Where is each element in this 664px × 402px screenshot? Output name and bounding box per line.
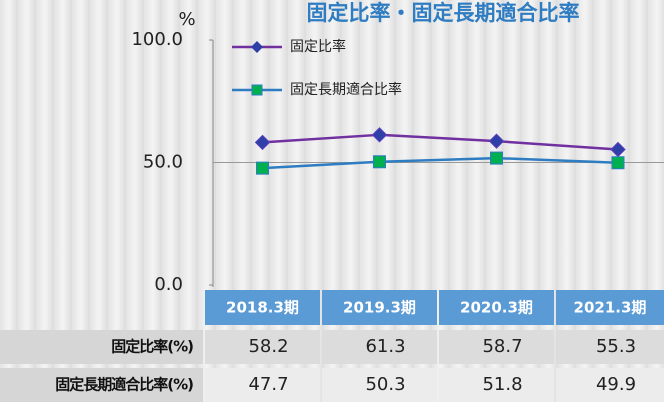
x-tick-label: 2021.3期 [574,299,647,317]
table-header-cell [322,290,437,325]
table-cell [205,330,320,364]
table-value: 50.3 [365,374,405,395]
y-axis-label: % [178,9,195,30]
table-header-cell [439,290,554,325]
table-value: 47.7 [248,374,288,395]
data-point [490,151,503,165]
data-point [371,127,388,143]
x-tick-label: 2020.3期 [460,299,533,317]
table-cell [556,368,664,402]
data-point [611,156,625,170]
table-value: 51.8 [482,374,522,395]
table-row-label: 固定比率(%) [111,338,193,356]
table-cell [439,368,554,402]
chart-title: 固定比率・固定長期適合比率 [307,1,580,25]
table-cell [439,330,554,364]
table-value: 61.3 [365,336,405,357]
table-cell [322,330,437,364]
x-tick-label: 2018.3期 [226,299,299,317]
legend-marker [251,84,263,96]
table-row-label: 固定長期適合比率(%) [55,376,193,394]
table-value: 55.3 [596,336,636,357]
y-tick-label: 0.0 [154,274,183,295]
data-point [488,133,505,149]
table-cell [556,330,664,364]
series-line [262,156,619,170]
data-point [373,155,386,169]
table-header-cell [556,290,664,325]
legend-label: 固定長期適合比率 [290,81,402,98]
table-value: 49.9 [596,374,636,395]
data-point [256,161,269,175]
series-line [262,133,619,151]
table-row-label-cell [0,368,203,402]
data-point [610,141,626,158]
table-value: 58.2 [248,336,288,357]
table-cell [322,368,437,402]
x-tick-label: 2019.3期 [343,299,416,317]
legend-marker [251,41,263,53]
table-value: 58.7 [482,336,522,357]
y-tick-label: 100.0 [131,29,183,50]
table-row-label-cell [0,330,203,364]
y-tick-label: 50.0 [143,152,183,173]
data-point [254,134,271,151]
table-header-cell [205,290,320,325]
table-cell [205,368,320,402]
legend-label: 固定比率 [290,38,346,55]
